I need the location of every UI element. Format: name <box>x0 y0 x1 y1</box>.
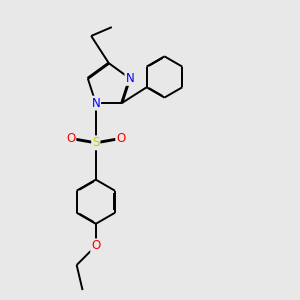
Text: O: O <box>116 132 125 145</box>
Text: O: O <box>66 132 75 145</box>
Text: O: O <box>91 239 101 252</box>
Text: N: N <box>92 97 100 110</box>
Text: N: N <box>125 72 134 85</box>
Text: S: S <box>92 136 100 149</box>
